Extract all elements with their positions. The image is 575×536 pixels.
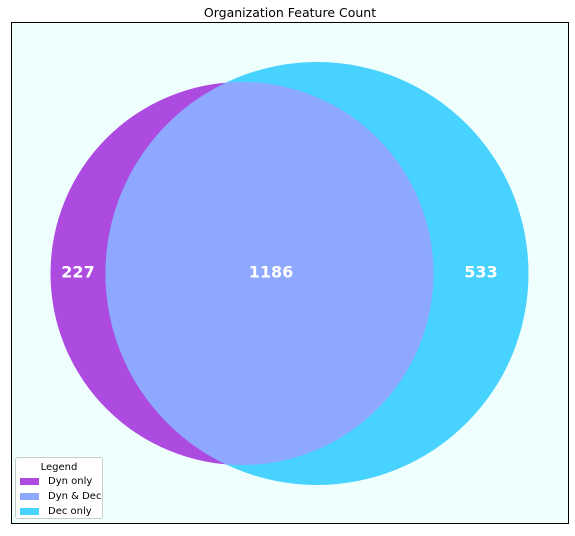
- legend: Legend Dyn only Dyn & Dec Dec only: [15, 457, 103, 519]
- dyn-only-count-label: 227: [61, 263, 94, 282]
- dyn-and-dec-region: [105, 82, 434, 465]
- legend-title: Legend: [40, 462, 78, 473]
- legend-label-dyn-only: Dyn only: [48, 476, 93, 487]
- legend-swatch-dec-only: [20, 508, 39, 515]
- dec-only-count-label: 533: [464, 263, 497, 282]
- legend-swatch-dyn-only: [20, 478, 39, 485]
- legend-swatch-dyn-and-dec: [20, 493, 39, 500]
- legend-label-dyn-and-dec: Dyn & Dec: [48, 491, 102, 502]
- legend-item-dyn-and-dec: Dyn & Dec: [16, 489, 102, 504]
- legend-item-dyn-only: Dyn only: [16, 474, 102, 489]
- legend-item-dec-only: Dec only: [16, 504, 102, 519]
- legend-label-dec-only: Dec only: [48, 506, 92, 517]
- dyn-and-dec-count-label: 1186: [249, 263, 294, 282]
- chart-title: Organization Feature Count: [203, 5, 377, 20]
